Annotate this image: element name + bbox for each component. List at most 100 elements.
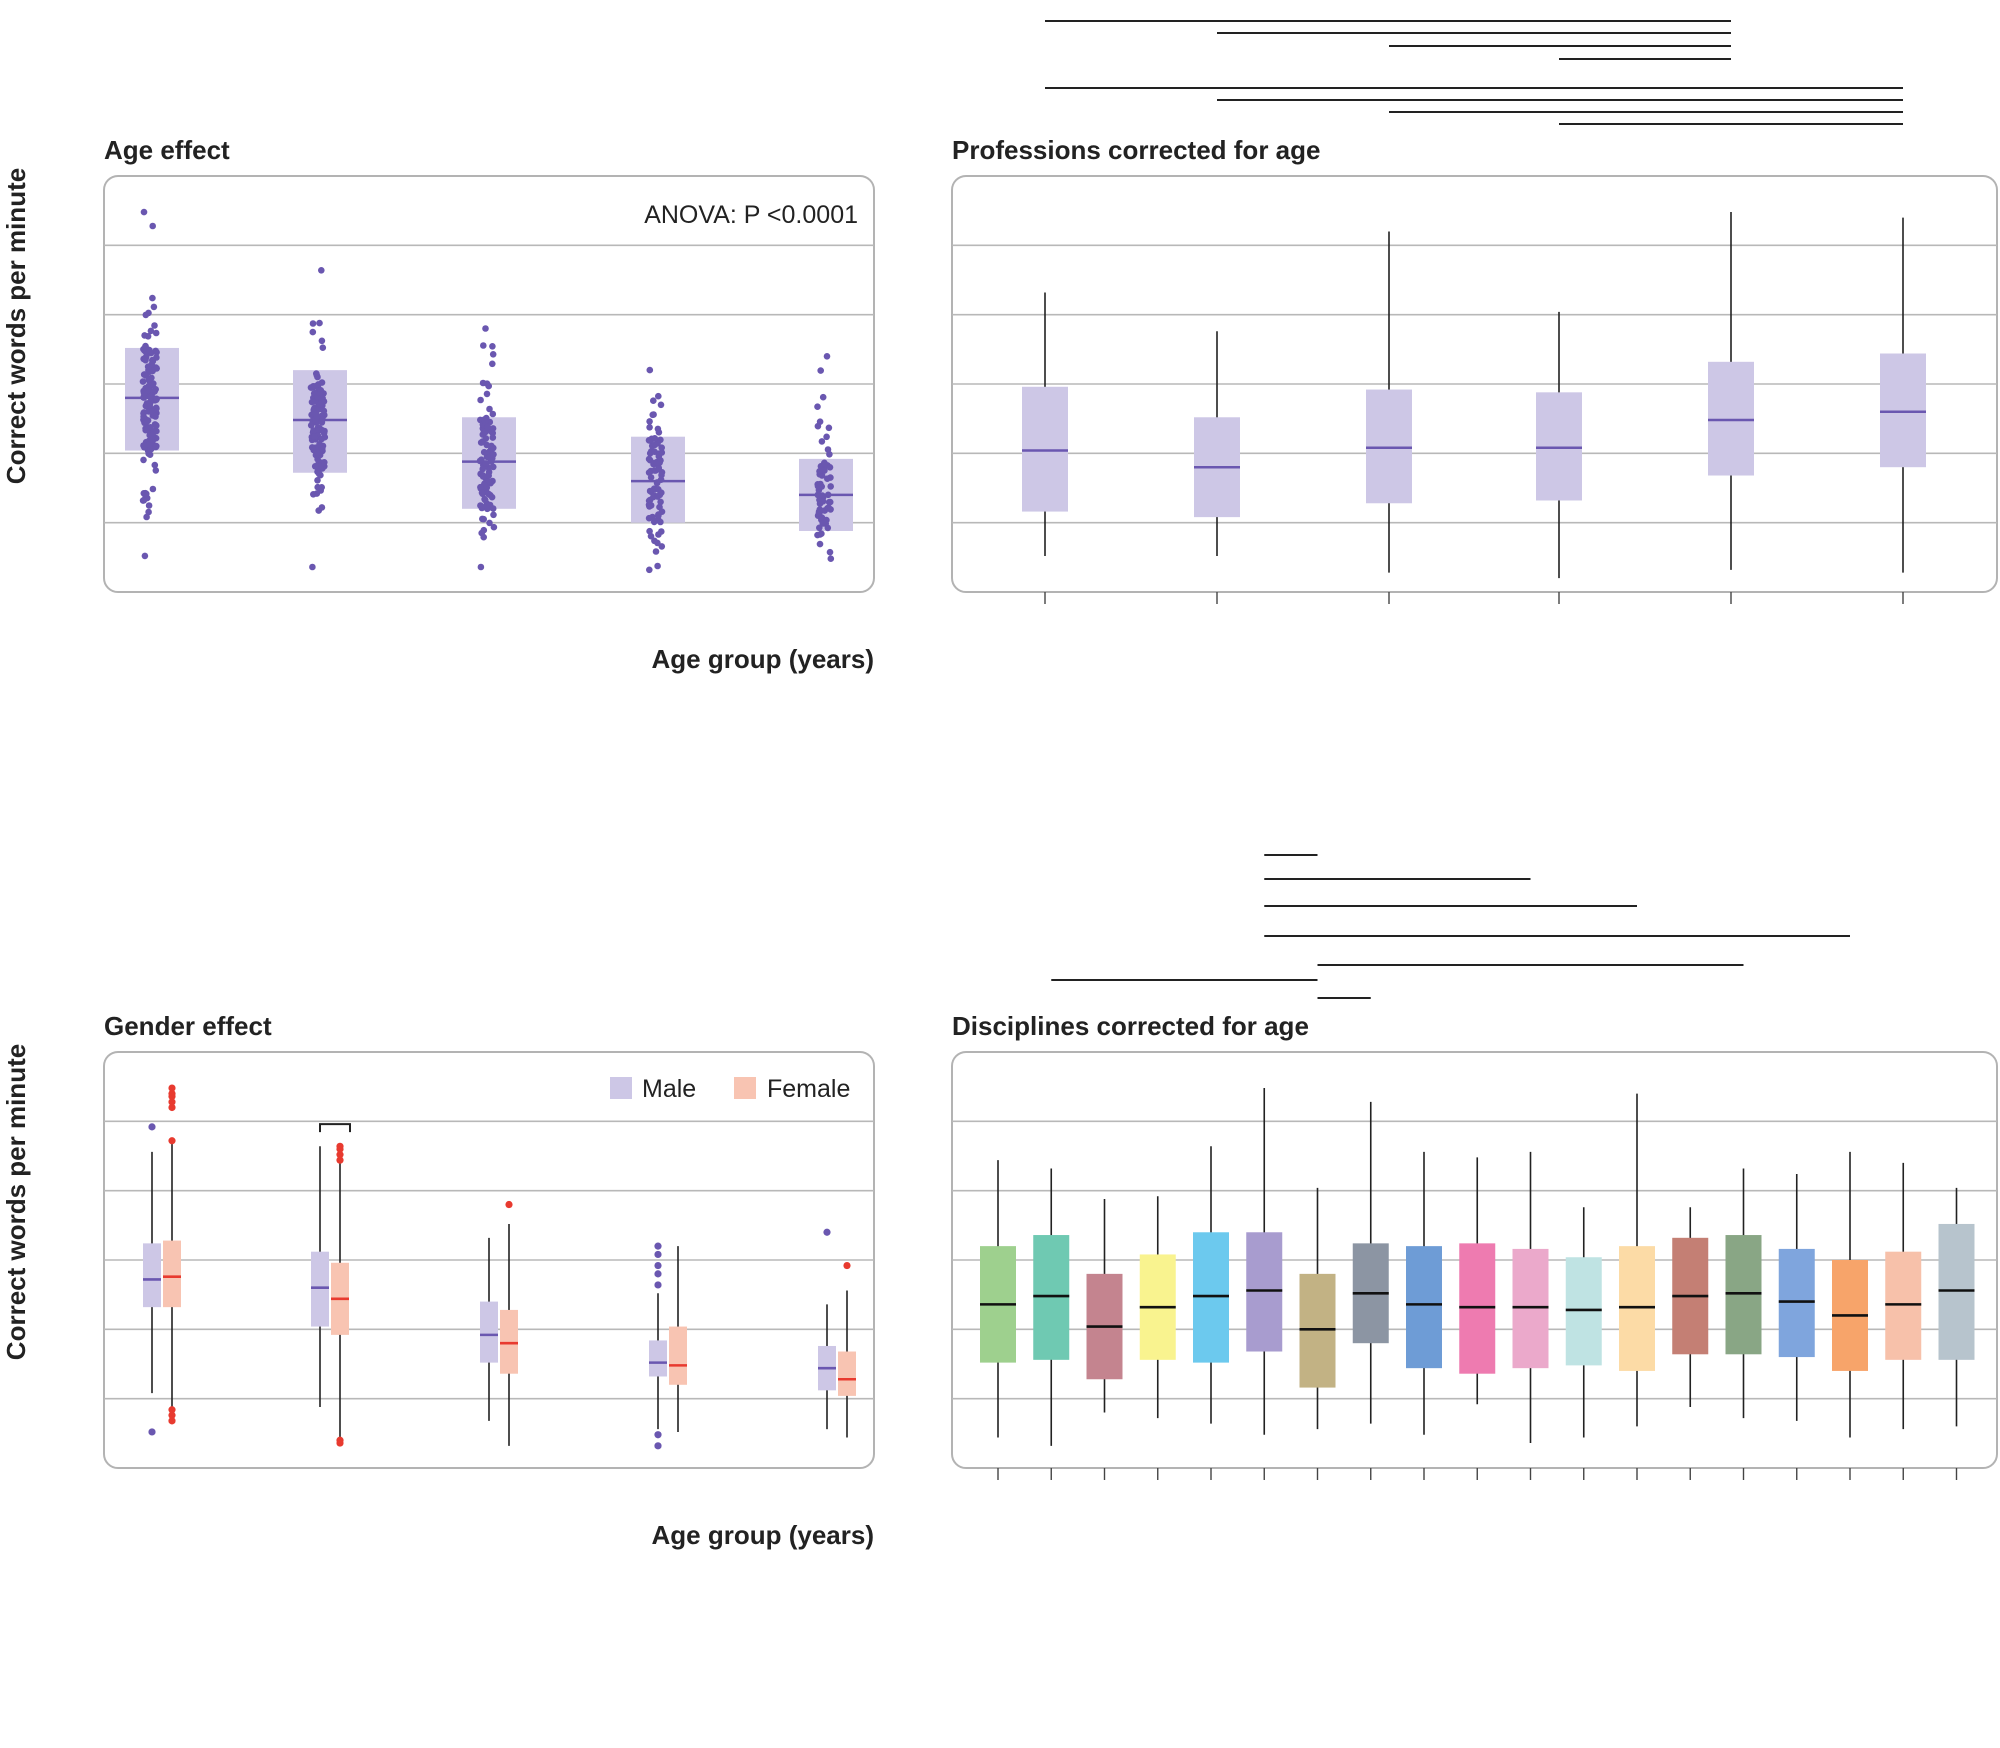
gender-box-Female-0 [163,1240,181,1308]
age-point [479,515,486,523]
age-point [478,489,486,497]
age-point [652,548,660,555]
age-point [651,441,659,449]
disc-box-18 [1938,1223,1975,1360]
age-point [480,533,488,541]
age-point [318,435,325,443]
disciplines-panel-title: Disciplines corrected for age [952,1011,1309,1041]
age-point [826,451,833,458]
gender-box-Male-0 [143,1243,161,1308]
gender-outlier-Female [168,1137,176,1145]
age-point [655,451,663,459]
gender-outlier-Male [148,1428,156,1436]
age-point [316,470,323,478]
age-point [144,363,152,371]
age-point [821,467,828,474]
age-point [814,422,822,430]
prof-box-5 [1880,353,1926,468]
legend-male-label: Male [642,1075,696,1103]
gender-outlier-Male [654,1442,662,1450]
age-point [824,491,832,499]
age-point [309,563,316,571]
age-point [315,381,322,388]
age-point [646,437,654,444]
age-point [654,493,661,500]
age-point [827,483,834,490]
age-point [645,455,653,463]
gender-significance [319,1123,351,1133]
gender-outlier-Female [168,1411,176,1419]
gender-outlier-Male [148,1123,156,1131]
disc-box-9 [1459,1243,1496,1374]
age-point [479,465,487,473]
disc-box-10 [1512,1248,1549,1369]
age-point [490,523,498,531]
age-ylabel: Correct words per minute [1,168,31,484]
disciplines-panel: Disciplines corrected for age [951,854,1998,1480]
professions-significance [1045,20,1903,125]
age-point [149,485,157,493]
gender-box-Male-1 [311,1251,329,1327]
gender-legend: Male Female [610,1075,850,1103]
age-point [650,397,657,405]
age-point [655,392,662,400]
gender-outlier-Male [654,1270,662,1278]
age-point [318,426,326,434]
disc-box-6 [1299,1273,1336,1388]
age-point [141,332,148,339]
age-point [153,396,160,403]
gender-outlier-Female [168,1084,176,1092]
age-point [655,464,663,472]
age-point [141,371,148,378]
gender-sig-bracket-0 [319,1123,351,1133]
gender-outlier-Male [654,1250,662,1259]
age-point [484,423,492,431]
gender-outlier-Male [654,1261,662,1270]
age-xlabel: Age group (years) [652,644,875,674]
age-point [318,504,326,511]
age-point [152,467,160,474]
age-point [151,322,158,329]
gender-box-Female-4 [838,1351,856,1396]
age-point [486,405,493,413]
age-point [645,497,653,505]
age-point [140,208,148,216]
gender-panel: Gender effect Male Female Correct words … [1,1011,875,1550]
legend-female-swatch [734,1077,756,1099]
age-point [318,337,326,345]
disc-box-8 [1406,1246,1442,1369]
age-point [826,548,834,556]
age-point [147,327,155,335]
age-point [153,427,160,435]
age-point [483,390,491,398]
age-point [490,451,497,458]
age-point [313,372,321,379]
age-point [656,503,663,511]
disc-box-1 [1033,1235,1070,1360]
age-point [658,444,665,452]
age-point [820,460,828,467]
age-point [489,343,496,350]
age-point [147,393,154,401]
age-point [140,456,147,464]
age-point [477,439,485,446]
gender-box-Male-3 [649,1340,667,1377]
age-point [477,483,484,491]
age-point [143,418,151,425]
age-point [141,552,149,560]
age-point [310,427,317,434]
prof-box-2 [1366,389,1412,504]
disc-box-15 [1778,1248,1815,1358]
gender-outlier-Female [843,1261,851,1270]
age-point [657,518,664,526]
age-point [646,487,654,495]
age-point [316,319,323,327]
professions-xticks [1044,592,1904,604]
age-point [313,490,321,497]
gender-outlier-Female [505,1200,513,1209]
age-point [309,320,317,327]
age-panel-title: Age effect [104,135,230,165]
age-point [657,401,665,409]
age-boxes [125,208,853,574]
